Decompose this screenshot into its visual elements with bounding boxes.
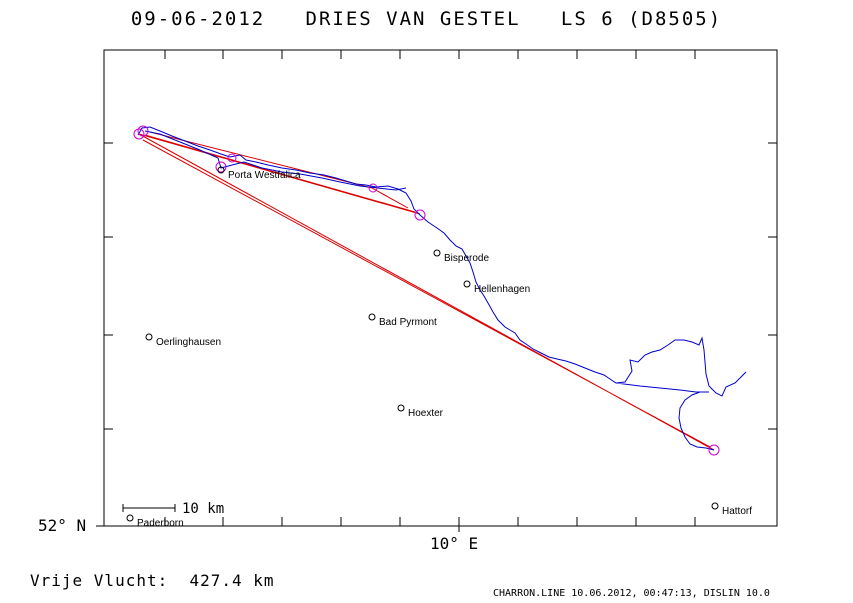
turnpoint-marker <box>227 153 237 163</box>
turnpoint-marker <box>414 209 426 221</box>
flight-track <box>137 126 747 451</box>
town-label-paderborn: Paderborn <box>137 518 184 529</box>
town-label-bisperode: Bisperode <box>444 253 489 264</box>
town-label-hattorf: Hattorf <box>722 506 752 517</box>
turnpoint-marker <box>215 161 227 173</box>
flight-track-path <box>137 126 747 451</box>
turnpoint-marker <box>137 125 149 137</box>
turnpoint-marker <box>133 128 145 140</box>
town-marker <box>433 249 441 257</box>
town-marker <box>217 166 225 174</box>
town-marker <box>711 502 719 510</box>
page-title: 09-06-2012 DRIES VAN GESTEL LS 6 (D8505) <box>130 8 723 30</box>
town-marker <box>126 514 134 522</box>
town-label-hoexter: Hoexter <box>408 408 444 419</box>
town-label-porta-westfalica: Porta Westfalica <box>228 170 301 181</box>
town-label-oerlinghausen: Oerlinghausen <box>156 337 221 348</box>
task-route <box>138 131 715 451</box>
town-label-hellenhagen: Hellenhagen <box>474 284 530 295</box>
town-marker <box>368 313 376 321</box>
map-frame <box>103 49 778 527</box>
town-label-bad-pyrmont: Bad Pyrmont <box>379 317 437 328</box>
turnpoints <box>133 125 720 456</box>
town-marker <box>397 404 405 412</box>
turnpoint-marker <box>368 183 378 193</box>
task-lines <box>138 131 715 451</box>
scale-bar-label: 10 km <box>182 501 224 517</box>
towns: Porta Westfalica Bisperode Hellenhagen B… <box>126 166 752 529</box>
software-credit: CHARRON.LINE 10.06.2012, 00:47:13, DISLI… <box>493 588 770 599</box>
lon-axis-label: 10° E <box>430 534 478 553</box>
axis-ticks <box>96 50 777 532</box>
town-marker <box>463 280 471 288</box>
flight-distance: Vrije Vlucht: 427.4 km <box>30 571 275 590</box>
lat-axis-label: 52° N <box>38 516 86 535</box>
town-marker <box>145 333 153 341</box>
turnpoint-marker <box>708 444 720 456</box>
scale-bar <box>122 504 176 512</box>
